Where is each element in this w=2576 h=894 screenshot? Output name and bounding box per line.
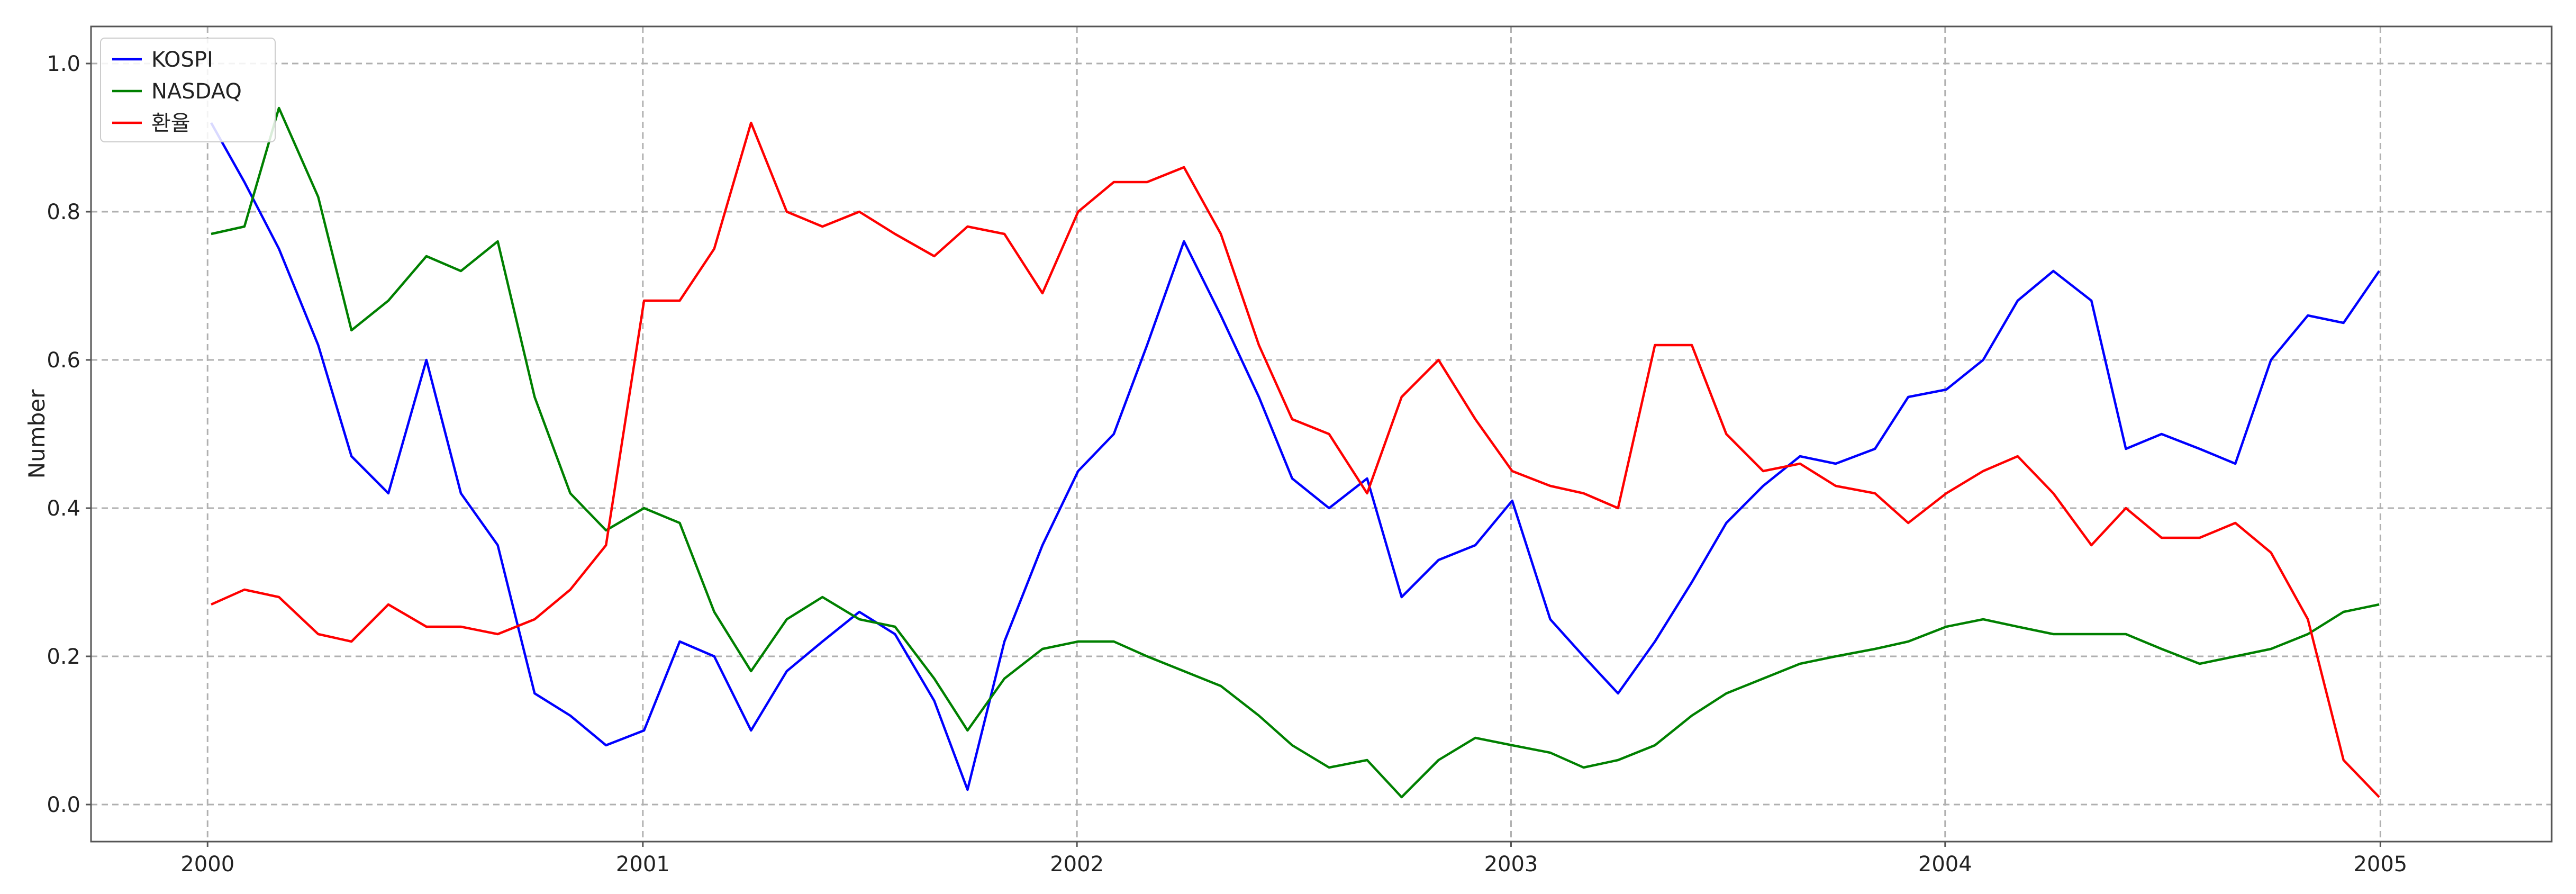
y-tick-label: 0.6 xyxy=(47,348,80,373)
y-tick-label: 0.8 xyxy=(47,200,80,224)
series-line-2 xyxy=(211,121,2380,798)
y-tick-label: 0.2 xyxy=(47,645,80,669)
series-line-0 xyxy=(210,122,2380,791)
legend-box xyxy=(100,38,276,142)
y-tick-label: 1.0 xyxy=(47,52,80,76)
x-tick-label: 2004 xyxy=(1918,852,1972,877)
x-tick-label: 2002 xyxy=(1050,852,1104,877)
plot-area-frame xyxy=(90,25,2553,843)
y-axis-label: Number xyxy=(24,389,50,478)
legend: KOSPI NASDAQ 환율 xyxy=(100,38,276,142)
axis-ticks: 0.0 0.2 0.4 0.6 0.8 1.0 2000 2001 2002 2003 2004 20… xyxy=(47,52,2407,877)
legend-label-2: 환율 xyxy=(151,111,191,136)
y-tick-label: 0.0 xyxy=(47,793,80,817)
series-line-1 xyxy=(211,106,2380,799)
y-tick-label: 0.4 xyxy=(47,496,80,521)
x-tick-label: 2005 xyxy=(2353,852,2407,877)
x-tick-label: 2000 xyxy=(180,852,234,877)
legend-label-1: NASDAQ xyxy=(151,79,242,104)
x-tick-label: 2003 xyxy=(1484,852,1538,877)
grid-lines xyxy=(91,26,2552,842)
x-tick-label: 2001 xyxy=(616,852,670,877)
series-lines xyxy=(210,106,2380,799)
legend-label-0: KOSPI xyxy=(151,48,213,72)
